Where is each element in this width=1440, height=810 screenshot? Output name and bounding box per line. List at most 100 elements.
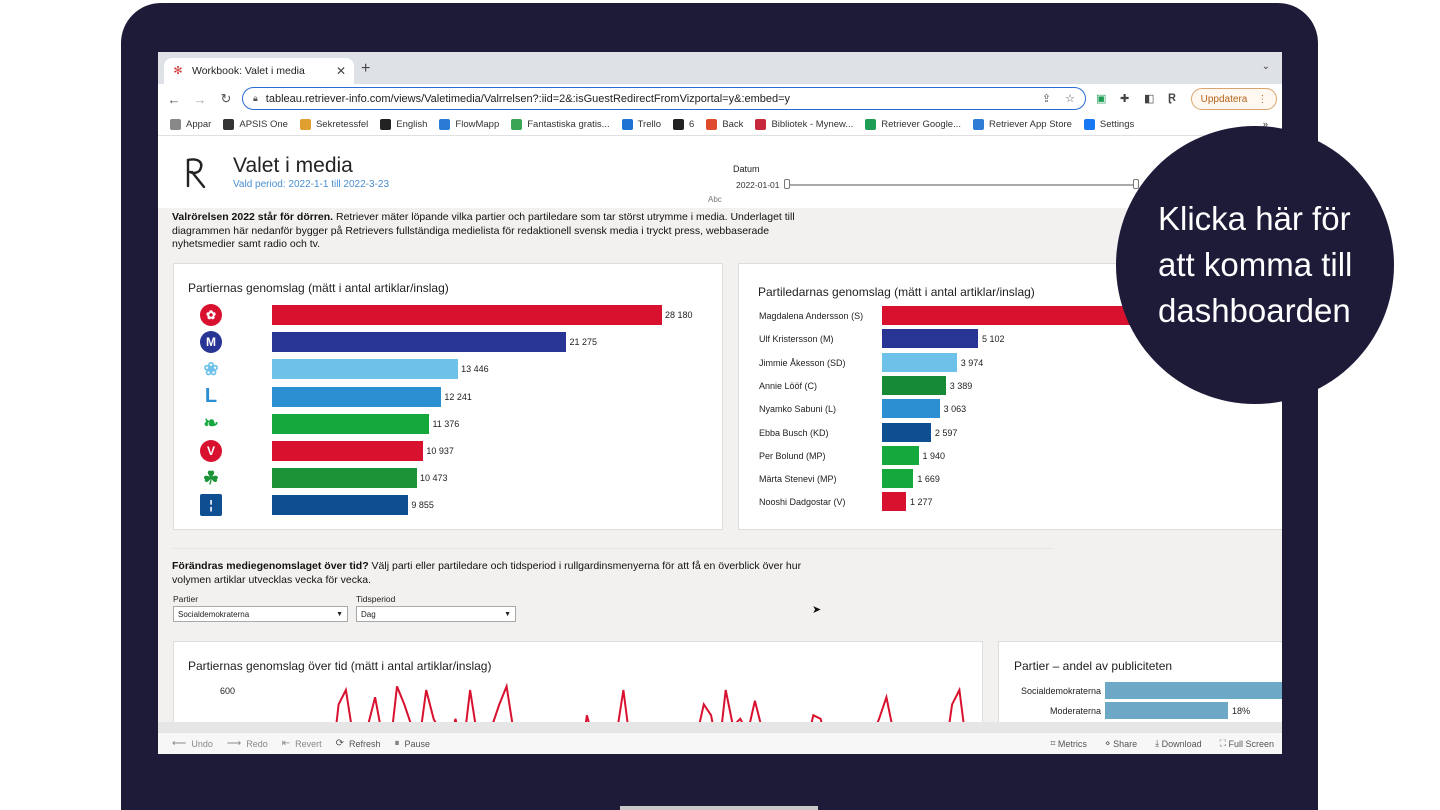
party-bar-label: 13 446	[461, 364, 489, 375]
new-tab-icon[interactable]: +	[361, 60, 371, 77]
leader-bar[interactable]	[882, 375, 946, 395]
party-bar-V[interactable]	[272, 441, 424, 461]
bookmark-favicon-icon	[706, 119, 718, 130]
party-bar-L[interactable]	[272, 386, 442, 407]
mouse-cursor-icon: ➤	[812, 604, 822, 616]
bookmark-item[interactable]: 6	[673, 119, 694, 130]
extensions-puzzle-icon[interactable]: ✚	[1120, 93, 1130, 105]
intro-text: Valrörelsen 2022 står för dörren. Retrie…	[172, 211, 832, 252]
leader-bar[interactable]	[882, 445, 919, 465]
reload-icon[interactable]: ↻	[220, 91, 232, 106]
bookmark-favicon-icon	[673, 119, 685, 130]
leader-name: Nooshi Dadgostar (V)	[759, 497, 846, 508]
party-bar-label: 10 937	[426, 446, 454, 456]
party-bar-label: 21 275	[569, 337, 597, 348]
bookmark-item[interactable]: APSIS One	[223, 119, 288, 130]
bookmark-label: Retriever Google...	[881, 119, 962, 130]
bookmark-label: Settings	[1099, 119, 1135, 130]
timeline-series-line[interactable]	[324, 682, 974, 722]
bookmark-item[interactable]: Fantastiska gratis...	[511, 119, 610, 130]
share-bar[interactable]	[1105, 702, 1228, 719]
party-bar-SD[interactable]	[272, 359, 459, 380]
fullscreen-icon: ⛶	[1219, 738, 1226, 748]
slider-handle-end[interactable]	[1133, 179, 1139, 189]
leader-bar[interactable]	[882, 352, 957, 372]
bookmark-item[interactable]: FlowMapp	[439, 119, 499, 130]
tab-workbook[interactable]: ✻ Workbook: Valet i media ✕	[164, 58, 354, 84]
dashboard-header: Valet i media Vald period: 2022-1-1 till…	[158, 136, 1282, 208]
revert-button[interactable]: ⇤ Revert	[282, 738, 322, 749]
bookmark-favicon-icon	[1083, 119, 1095, 130]
bookmark-item[interactable]: Trello	[621, 119, 661, 130]
pause-button[interactable]: ⏸︎ Pause	[395, 738, 431, 749]
metrics-button[interactable]: ⌗ Metrics	[1050, 738, 1087, 749]
leader-bar[interactable]	[882, 329, 978, 349]
forward-arrow-icon[interactable]: →	[193, 91, 207, 107]
update-button[interactable]: Uppdatera ⋮	[1191, 88, 1277, 110]
tableau-favicon-icon: ✻	[173, 65, 183, 77]
period-dropdown-value: Dag	[361, 609, 376, 619]
leader-bar[interactable]	[882, 492, 907, 512]
period-dropdown[interactable]: Dag ▼	[356, 606, 516, 622]
download-button[interactable]: ⤓ Download	[1155, 738, 1202, 749]
download-label: Download	[1161, 738, 1202, 749]
redo-button[interactable]: ⟶ Redo	[227, 738, 268, 749]
dashboard-callout-bubble[interactable]: Klicka här för att komma till dashboarde…	[1116, 126, 1394, 404]
refresh-button[interactable]: ⟳ Refresh	[336, 738, 381, 749]
share-bar-label: 18%	[1232, 706, 1251, 716]
slider-handle-start[interactable]	[784, 179, 790, 189]
bookmark-label: FlowMapp	[455, 119, 500, 130]
leader-bar[interactable]	[882, 399, 940, 419]
bookmark-item[interactable]: Retriever Google...	[865, 119, 961, 130]
sidebar-icon[interactable]: ◧	[1144, 93, 1155, 105]
tab-search-chevron-icon[interactable]: ⌄	[1261, 61, 1270, 72]
share-button[interactable]: ⋄ Share	[1105, 738, 1137, 749]
party-dropdown[interactable]: Socialdemokraterna ▼	[173, 606, 348, 622]
bookmark-star-icon[interactable]: ☆	[1065, 93, 1075, 105]
m-icon: M	[200, 331, 222, 354]
share-bar[interactable]	[1105, 682, 1282, 699]
address-bar[interactable]: 🔒︎ tableau.retriever-info.com/views/Vale…	[242, 87, 1086, 110]
party-chart-title: Partiernas genomslag (mätt i antal artik…	[188, 281, 449, 295]
undo-button[interactable]: ⟵ Undo	[172, 738, 213, 749]
bookmark-item[interactable]: Bibliotek - Mynew...	[755, 119, 853, 130]
extension-green-icon[interactable]: ▣	[1096, 93, 1107, 105]
share-icon: ⋄	[1104, 738, 1111, 748]
bookmark-item[interactable]: Settings	[1083, 119, 1135, 130]
bookmark-item[interactable]: English	[380, 119, 427, 130]
bookmark-favicon-icon	[865, 119, 877, 130]
share-chart-title: Partier – andel av publiciteten	[1014, 659, 1173, 673]
party-bar-KD[interactable]	[272, 468, 417, 489]
bookmark-item[interactable]: Appar	[170, 119, 211, 130]
browser-toolbar: ← → ↻ 🔒︎ tableau.retriever-info.com/view…	[158, 84, 1282, 114]
bookmark-item[interactable]: Retriever App Store	[973, 119, 1072, 130]
bookmark-label: Fantastiska gratis...	[527, 119, 610, 130]
fullscreen-button[interactable]: ⛶ Full Screen	[1220, 738, 1274, 749]
back-arrow-icon[interactable]: ←	[167, 91, 181, 107]
leader-bar-label: 1 940	[922, 450, 946, 461]
callout-text: Klicka här för att komma till dashboarde…	[1158, 200, 1353, 329]
bookmark-favicon-icon	[170, 119, 181, 130]
leader-name: Per Bolund (MP)	[759, 450, 826, 461]
pause-label: Pause	[404, 738, 431, 749]
bookmark-item[interactable]: Sekretessfel	[299, 119, 369, 130]
close-tab-icon[interactable]: ✕	[335, 64, 346, 78]
party-bar-C[interactable]	[272, 413, 430, 434]
tab-strip: ✻ Workbook: Valet i media ✕ + ⌄	[158, 52, 1282, 84]
share-page-icon[interactable]: ⇪	[1041, 93, 1052, 105]
bookmark-label: Sekretessfel	[315, 119, 369, 130]
party-bar-MP[interactable]	[272, 495, 409, 516]
bookmark-favicon-icon	[755, 119, 767, 130]
party-bar-M[interactable]	[272, 332, 567, 353]
section2-body: Välj parti eller partiledare och tidsper…	[172, 560, 802, 586]
retriever-extension-icon[interactable]: Ɽ	[1168, 92, 1176, 104]
date-range-slider[interactable]	[788, 184, 1138, 186]
bookmark-label: Appar	[186, 119, 212, 130]
party-share-card: Partier – andel av publiciteten Socialde…	[998, 641, 1282, 722]
leader-bar[interactable]	[882, 469, 914, 489]
bookmarks-overflow-icon[interactable]: »	[1262, 119, 1268, 130]
leader-bar[interactable]	[882, 422, 931, 442]
bookmark-item[interactable]: Back	[706, 119, 743, 130]
party-bar-S[interactable]	[272, 305, 662, 325]
horizontal-scrollbar[interactable]	[158, 722, 1282, 732]
